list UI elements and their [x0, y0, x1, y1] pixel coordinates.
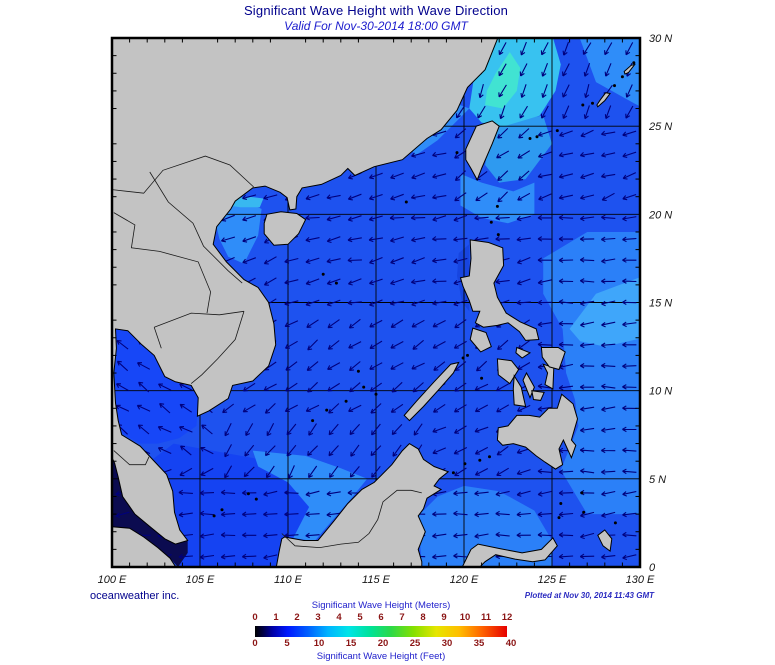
- lon-label: 110 E: [274, 574, 303, 586]
- legend-title-meters: Significant Wave Height (Meters): [311, 600, 451, 611]
- lon-label: 125 E: [538, 574, 567, 586]
- meters-tick: 12: [501, 612, 513, 623]
- feet-tick: 35: [473, 638, 485, 649]
- sea-patch-celebes-light: [418, 485, 552, 567]
- sea-patch-gulf-of-thailand: [114, 328, 199, 444]
- meters-tick: 10: [459, 612, 471, 623]
- lat-axis-labels: 30 N 25 N 20 N 15 N 10 N 5 N 0: [648, 33, 672, 574]
- lon-label: 115 E: [362, 574, 391, 586]
- lon-label: 130 E: [626, 574, 655, 586]
- lat-label: 20 N: [648, 209, 672, 221]
- meters-tick: 2: [294, 612, 300, 623]
- lon-label: 100 E: [98, 574, 127, 586]
- chart-header: Significant Wave Height with Wave Direct…: [112, 3, 640, 33]
- meters-tick: 11: [480, 612, 492, 623]
- land-layer: [112, 38, 636, 567]
- meters-tick: 0: [252, 612, 258, 623]
- feet-tick: 40: [505, 638, 517, 649]
- meters-tick: 3: [315, 612, 321, 623]
- feet-tick: 0: [252, 638, 258, 649]
- sea-patch-east-taiwan-light: [485, 115, 552, 183]
- sea-patch-pacific-core-lighter: [569, 277, 640, 347]
- chart-valid-time: Valid For Nov-30-2014 18:00 GMT: [284, 19, 468, 33]
- meters-tick: 8: [420, 612, 426, 623]
- lat-label: 30 N: [649, 33, 672, 45]
- lat-label: 10 N: [649, 386, 672, 398]
- meters-tick: 4: [336, 612, 342, 623]
- sea-patch-luzon-strait-light: [460, 173, 535, 224]
- lat-label: 15 N: [649, 298, 672, 310]
- lon-label: 120 E: [450, 574, 479, 586]
- map-plot-area: [112, 38, 640, 567]
- lat-label: 0: [649, 562, 656, 574]
- map-frame: [110, 36, 642, 569]
- feet-tick: 10: [313, 638, 325, 649]
- sea-patch-ne-corner-light: [579, 38, 640, 107]
- sea-patch-tonkin-light: [215, 200, 262, 264]
- feet-tick: 25: [409, 638, 421, 649]
- degree-ticks: [112, 38, 640, 567]
- lon-axis-labels: 100 E 105 E 110 E 115 E 120 E 125 E 130 E: [98, 574, 655, 586]
- meters-tick: 1: [273, 612, 279, 623]
- border-layer: [112, 155, 422, 549]
- sea-patch-ecs-cyan-core: [485, 52, 521, 109]
- feet-tick: 15: [345, 638, 357, 649]
- meters-tick: 5: [357, 612, 363, 623]
- plotted-timestamp: Plotted at Nov 30, 2014 11:43 GMT: [524, 591, 654, 600]
- meters-tick: 6: [378, 612, 384, 623]
- chart-title: Significant Wave Height with Wave Direct…: [243, 3, 509, 18]
- oceanweather-credit: oceanweather inc.: [90, 590, 180, 602]
- feet-tick: 30: [441, 638, 453, 649]
- lat-label: 5 N: [649, 474, 666, 486]
- meters-tick: 7: [399, 612, 405, 623]
- lat-label: 25 N: [648, 121, 672, 133]
- meters-tick: 9: [441, 612, 447, 623]
- lon-label: 105 E: [186, 574, 215, 586]
- legend-title-feet: Significant Wave Height (Feet): [316, 651, 446, 662]
- feet-tick: 20: [377, 638, 389, 649]
- colorbar-gradient: [255, 626, 507, 637]
- feet-tick: 5: [284, 638, 290, 649]
- islet-layer: [212, 61, 636, 525]
